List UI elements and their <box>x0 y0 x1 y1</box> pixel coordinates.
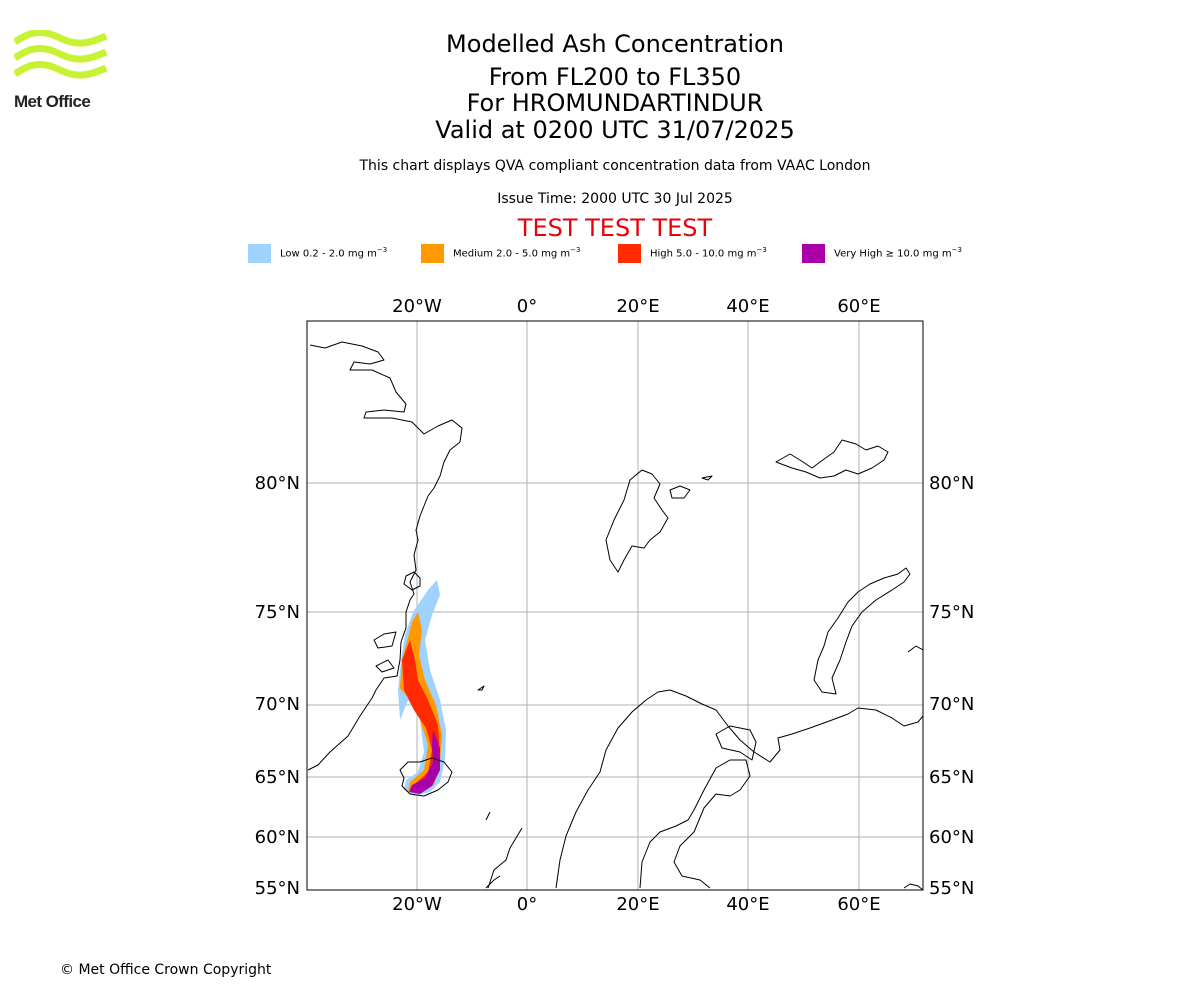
lat-tick-left-60n: 60°N <box>255 827 300 848</box>
flight-levels: From FL200 to FL350 <box>488 63 742 91</box>
map-area <box>307 321 923 890</box>
coast-scandinavia <box>555 689 923 889</box>
met-office-logo: Met Office <box>12 29 110 114</box>
legend-unit-exp-high: −3 <box>756 246 767 254</box>
legend-swatch-low <box>248 244 271 263</box>
coast-jan-mayen <box>477 685 485 691</box>
volcano-name: For HROMUNDARTINDUR <box>466 89 764 117</box>
coast-greenland <box>307 341 463 771</box>
legend-unit-exp-medium: −3 <box>570 246 581 254</box>
legend-unit-exp-very-high: −3 <box>951 246 962 254</box>
chart-title: Modelled Ash Concentration <box>446 30 784 58</box>
lon-tick-bottom-60e: 60°E <box>837 894 880 915</box>
graticule <box>307 321 923 890</box>
lat-tick-left-65n: 65°N <box>255 767 300 788</box>
coast-baltic <box>639 759 751 889</box>
legend-label-very-high: Very High ≥ 10.0 mg m <box>834 248 952 260</box>
copyright-notice: © Met Office Crown Copyright <box>60 962 272 978</box>
lat-tick-right-80n: 80°N <box>929 473 974 494</box>
valid-time: Valid at 0200 UTC 31/07/2025 <box>435 116 795 144</box>
coastlines <box>307 341 923 890</box>
legend-swatch-very-high <box>802 244 825 263</box>
lat-tick-right-55n: 55°N <box>929 878 974 899</box>
lat-tick-left-80n: 80°N <box>255 473 300 494</box>
ash-plume <box>398 580 446 796</box>
lon-tick-top-20w: 20°W <box>392 296 442 317</box>
lat-tick-right-60n: 60°N <box>929 827 974 848</box>
lon-tick-top-40e: 40°E <box>726 296 769 317</box>
chart-description: This chart displays QVA compliant concen… <box>359 158 871 174</box>
map-frame <box>306 320 924 891</box>
met-office-waves-icon <box>12 29 108 79</box>
coast-white-sea <box>715 725 757 761</box>
legend-unit-exp-low: −3 <box>376 246 388 254</box>
coast-russia-east <box>903 645 923 890</box>
lon-tick-bottom-20e: 20°E <box>616 894 659 915</box>
legend-label-high: High 5.0 - 10.0 mg m <box>650 248 757 260</box>
logo-text: Met Office <box>14 92 91 111</box>
legend-swatch-high <box>618 244 641 263</box>
coast-svalbard <box>605 469 669 573</box>
lat-tick-right-70n: 70°N <box>929 694 974 715</box>
ash-very-high <box>409 730 440 794</box>
lon-tick-bottom-40e: 40°E <box>726 894 769 915</box>
lat-tick-right-75n: 75°N <box>929 602 974 623</box>
legend-swatch-medium <box>421 244 444 263</box>
lon-tick-top-60e: 60°E <box>837 296 880 317</box>
lon-tick-bottom-20w: 20°W <box>392 894 442 915</box>
coast-svalbard-east <box>669 475 713 499</box>
lon-tick-top-20e: 20°E <box>616 296 659 317</box>
coast-iceland <box>399 757 453 797</box>
lat-tick-left-70n: 70°N <box>255 694 300 715</box>
coast-novaya-zemlya <box>813 567 911 695</box>
lat-tick-left-55n: 55°N <box>255 878 300 899</box>
test-banner: TEST TEST TEST <box>517 214 713 242</box>
legend-label-low: Low 0.2 - 2.0 mg m <box>280 248 377 260</box>
legend-label-medium: Medium 2.0 - 5.0 mg m <box>453 248 571 260</box>
lon-tick-bottom-0: 0° <box>517 894 537 915</box>
lon-tick-top-0: 0° <box>517 296 537 317</box>
coast-uk-north <box>485 811 523 889</box>
ash-high <box>402 640 440 792</box>
coast-greenland-fjords <box>373 571 421 673</box>
issue-time: Issue Time: 2000 UTC 30 Jul 2025 <box>497 191 733 207</box>
coast-franz-josef <box>775 439 889 479</box>
lat-tick-left-75n: 75°N <box>255 602 300 623</box>
lat-tick-right-65n: 65°N <box>929 767 974 788</box>
